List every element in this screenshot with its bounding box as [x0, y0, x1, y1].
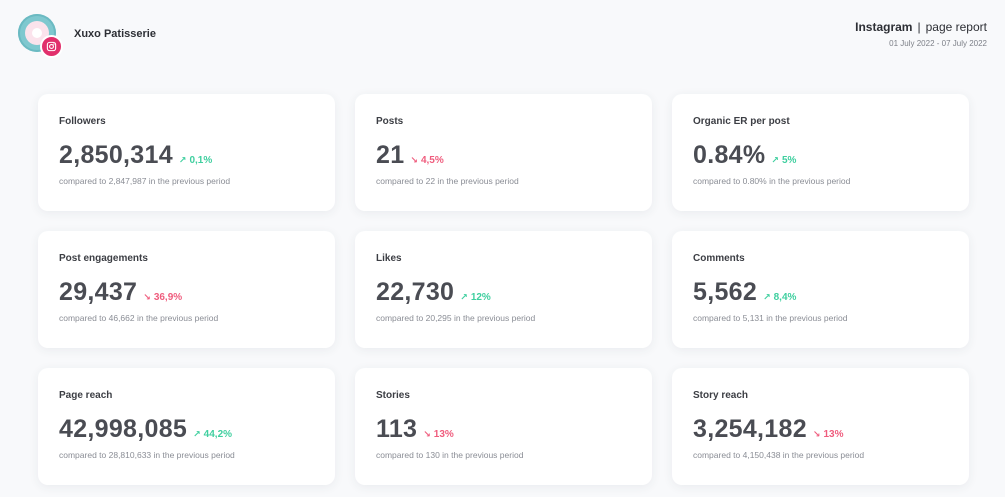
metric-main: 42,998,085 ↗ 44,2% [59, 415, 314, 444]
brand-name: Xuxo Patisserie [74, 28, 156, 40]
metric-change-value: 44,2% [203, 429, 233, 440]
metric-card-comments: Comments 5,562 ↗ 8,4% compared to 5,131 i… [672, 231, 969, 348]
metric-compare: compared to 2,847,987 in the previous pe… [59, 176, 231, 186]
metrics-grid: Followers 2,850,314 ↗ 0,1% compared to 2,… [38, 94, 970, 497]
arrow-down-right-icon: ↘ [812, 429, 821, 439]
metric-title: Comments [693, 253, 745, 264]
report-date-range: 01 July 2022 - 07 July 2022 [889, 39, 987, 48]
metric-main: 3,254,182 ↘ 13% [693, 415, 948, 444]
metric-change-value: 5% [781, 155, 797, 166]
metric-compare: compared to 46,662 in the previous perio… [59, 313, 219, 323]
metric-value: 5,562 [693, 278, 758, 306]
metric-change: ↗ 0,1% [179, 155, 212, 166]
arrow-up-right-icon: ↗ [460, 292, 468, 302]
metric-title: Page reach [59, 390, 113, 401]
metric-title: Story reach [693, 390, 749, 401]
donut-logo-icon [18, 14, 56, 52]
metric-title: Stories [376, 390, 410, 401]
metric-change-value: 13% [823, 429, 844, 440]
arrow-up-right-icon: ↗ [193, 429, 201, 439]
metric-title: Posts [376, 116, 404, 127]
arrow-down-right-icon: ↘ [143, 292, 151, 302]
metric-compare: compared to 0.80% in the previous period [693, 176, 851, 186]
arrow-up-right-icon: ↗ [763, 292, 771, 302]
metric-compare: compared to 4,150,438 in the previous pe… [693, 450, 865, 460]
metric-change-value: 4,5% [420, 155, 444, 166]
metric-title: Followers [59, 116, 106, 127]
metric-value: 21 [376, 141, 405, 169]
metric-main: 2,850,314 ↗ 0,1% [59, 141, 314, 170]
metric-change: ↘ 36,9% [143, 292, 182, 303]
arrow-up-right-icon: ↗ [178, 155, 187, 165]
metric-compare: compared to 20,295 in the previous perio… [376, 313, 536, 323]
metric-card-posts: Posts 21 ↘ 4,5% compared to 22 in the pre… [355, 94, 652, 211]
metric-value: 42,998,085 [59, 415, 188, 443]
metrics-row: Followers 2,850,314 ↗ 0,1% compared to 2,… [38, 94, 970, 211]
metric-change-value: 8,4% [773, 292, 797, 303]
metric-change-value: 0,1% [189, 155, 213, 166]
metric-compare: compared to 22 in the previous period [376, 176, 519, 186]
metrics-row: Page reach 42,998,085 ↗ 44,2% compared to… [38, 368, 970, 485]
report-title: Instagram | page report [855, 20, 987, 34]
metric-change: ↘ 13% [813, 429, 844, 440]
metric-title: Organic ER per post [693, 116, 790, 127]
arrow-down-right-icon: ↘ [410, 155, 418, 165]
metric-value: 3,254,182 [693, 415, 807, 443]
instagram-icon [40, 35, 63, 58]
report-separator: | [917, 20, 921, 34]
metric-main: 113 ↘ 13% [376, 415, 631, 444]
metrics-row: Post engagements 29,437 ↘ 36,9% compared … [38, 231, 970, 348]
metric-change: ↘ 13% [423, 429, 454, 440]
metric-change-value: 12% [470, 292, 491, 303]
instagram-glyph-icon [46, 41, 57, 52]
metric-compare: compared to 130 in the previous period [376, 450, 524, 460]
metric-main: 21 ↘ 4,5% [376, 141, 631, 170]
metric-value: 0.84% [693, 141, 766, 169]
arrow-up-right-icon: ↗ [771, 155, 779, 165]
metric-compare: compared to 28,810,633 in the previous p… [59, 450, 235, 460]
brand-logo [18, 14, 63, 58]
metric-compare: compared to 5,131 in the previous period [693, 313, 848, 323]
metric-value: 2,850,314 [59, 141, 173, 169]
report-platform: Instagram [855, 20, 913, 34]
metric-main: 22,730 ↗ 12% [376, 278, 631, 307]
brand: Xuxo Patisserie [18, 14, 156, 58]
metric-value: 113 [376, 415, 418, 443]
metric-change-value: 36,9% [153, 292, 183, 303]
metric-title: Likes [376, 253, 402, 264]
metric-value: 22,730 [376, 278, 455, 306]
metric-change: ↗ 8,4% [763, 292, 796, 303]
metric-main: 0.84% ↗ 5% [693, 141, 948, 170]
report-header: Instagram | page report 01 July 2022 - 07 … [855, 20, 987, 48]
metric-card-stories: Stories 113 ↘ 13% compared to 130 in the … [355, 368, 652, 485]
metric-change: ↗ 5% [771, 155, 796, 166]
metric-card-story-reach: Story reach 3,254,182 ↘ 13% compared to 4… [672, 368, 969, 485]
metric-title: Post engagements [59, 253, 148, 264]
metric-card-post-engagements: Post engagements 29,437 ↘ 36,9% compared … [38, 231, 335, 348]
arrow-down-right-icon: ↘ [423, 429, 431, 439]
metric-main: 5,562 ↗ 8,4% [693, 278, 948, 307]
metric-card-likes: Likes 22,730 ↗ 12% compared to 20,295 in … [355, 231, 652, 348]
metric-card-page-reach: Page reach 42,998,085 ↗ 44,2% compared to… [38, 368, 335, 485]
metric-value: 29,437 [59, 278, 138, 306]
metric-change: ↗ 44,2% [193, 429, 232, 440]
metric-card-organic-er: Organic ER per post 0.84% ↗ 5% compared t… [672, 94, 969, 211]
metric-card-followers: Followers 2,850,314 ↗ 0,1% compared to 2,… [38, 94, 335, 211]
metric-change-value: 13% [433, 429, 454, 440]
metric-main: 29,437 ↘ 36,9% [59, 278, 314, 307]
report-type: page report [925, 20, 987, 34]
metric-change: ↘ 4,5% [410, 155, 443, 166]
metric-change: ↗ 12% [460, 292, 491, 303]
